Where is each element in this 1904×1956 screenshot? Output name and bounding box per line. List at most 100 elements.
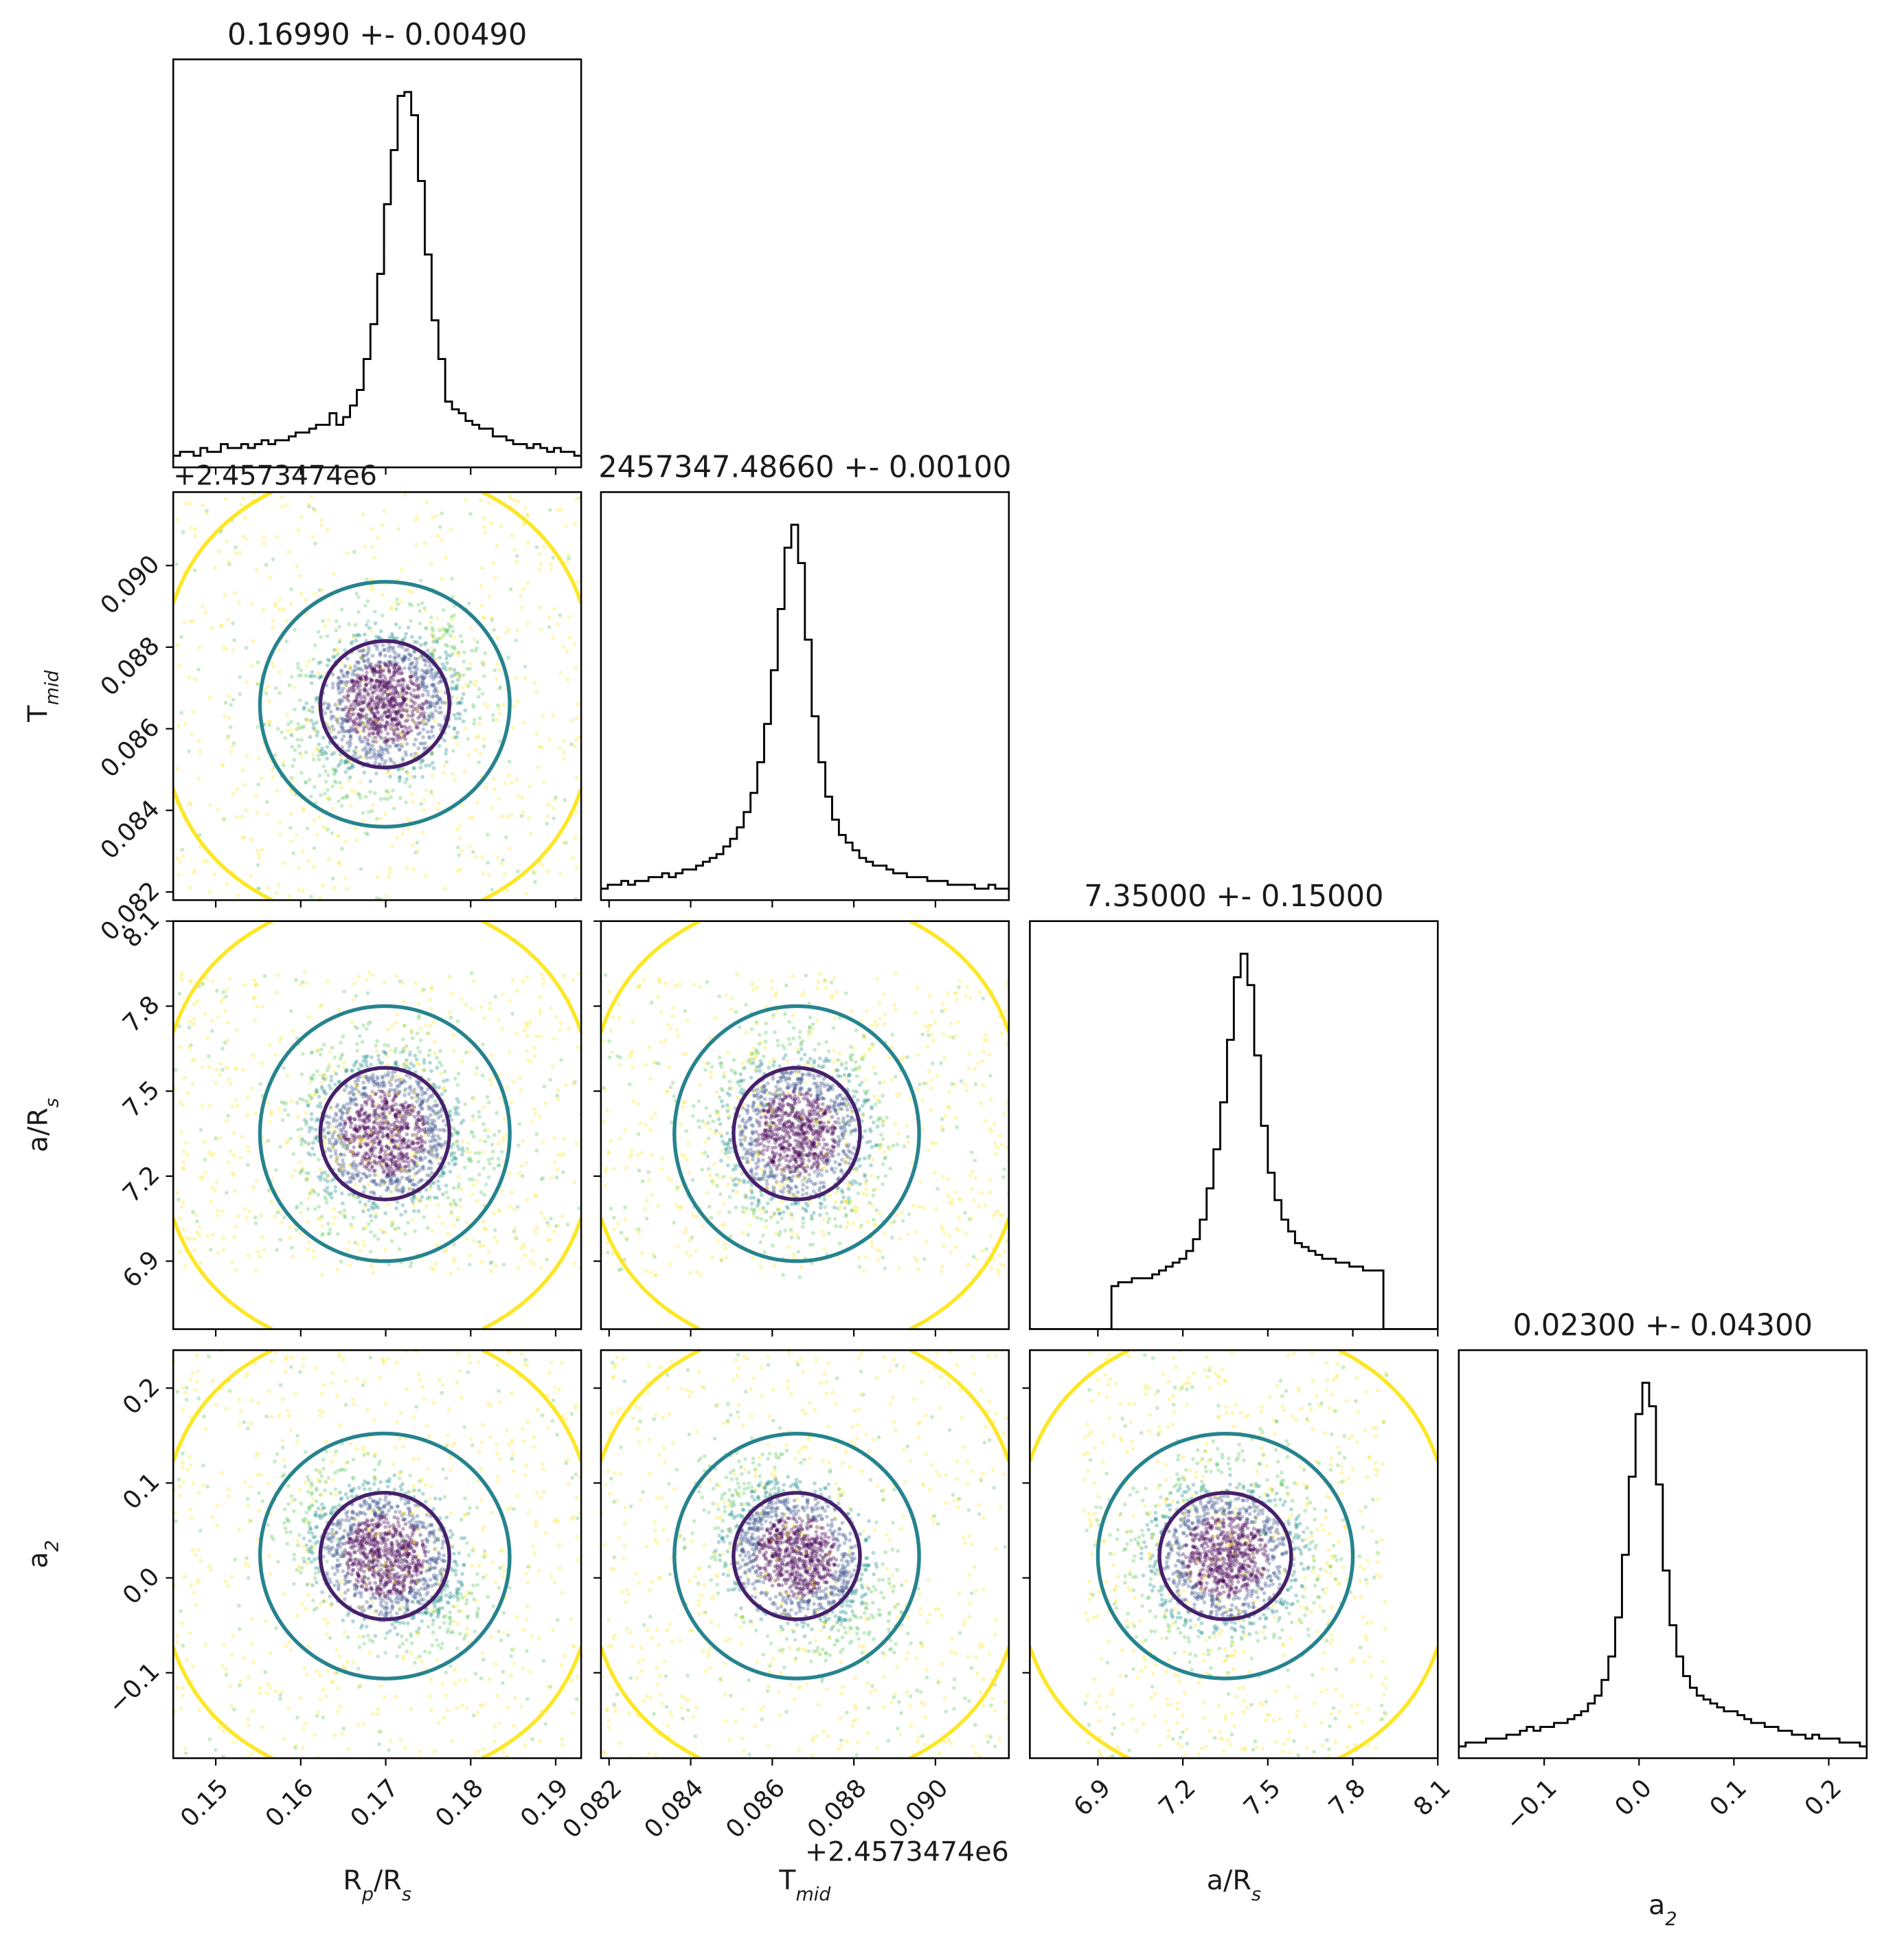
- data-point: [357, 712, 362, 717]
- data-point: [378, 1228, 383, 1232]
- data-point: [429, 1147, 433, 1151]
- data-point: [386, 689, 391, 694]
- data-point: [839, 1169, 843, 1173]
- data-point: [376, 1053, 381, 1058]
- data-point: [393, 709, 398, 714]
- data-point: [419, 1178, 423, 1182]
- data-point: [341, 1171, 345, 1176]
- data-point: [378, 1125, 382, 1130]
- panel-frame: [600, 491, 1010, 901]
- data-point: [278, 1237, 282, 1242]
- data-point: [385, 797, 390, 802]
- data-point: [435, 616, 440, 620]
- data-point: [392, 728, 396, 732]
- data-point: [280, 1118, 285, 1123]
- data-point: [440, 723, 444, 728]
- data-point: [351, 1135, 356, 1140]
- data-point: [383, 1042, 387, 1047]
- data-point: [348, 1263, 352, 1268]
- data-point: [394, 1063, 398, 1068]
- data-point: [400, 1158, 405, 1163]
- data-point: [231, 621, 236, 626]
- data-point: [435, 1243, 439, 1248]
- data-point: [835, 1112, 839, 1116]
- data-point: [411, 720, 416, 725]
- data-point: [357, 675, 362, 679]
- data-point: [344, 683, 348, 688]
- data-point: [392, 705, 396, 710]
- data-point: [383, 1114, 387, 1118]
- data-point: [304, 980, 309, 985]
- data-point: [316, 1175, 321, 1180]
- data-point: [350, 686, 354, 690]
- data-point: [350, 679, 355, 684]
- data-point: [362, 659, 366, 663]
- data-point: [420, 679, 424, 684]
- data-point: [262, 688, 267, 692]
- data-point: [354, 1042, 359, 1046]
- data-point: [452, 613, 456, 618]
- data-point: [394, 1102, 398, 1107]
- data-point: [381, 684, 385, 689]
- data-point: [361, 721, 365, 726]
- data-point: [396, 678, 401, 683]
- data-point: [464, 1002, 468, 1007]
- data-point: [374, 663, 378, 668]
- data-point: [399, 714, 403, 719]
- data-point: [530, 1248, 535, 1253]
- data-point: [471, 1177, 475, 1182]
- data-point: [338, 637, 343, 642]
- data-point: [394, 702, 398, 706]
- data-point: [828, 1086, 832, 1090]
- data-point: [413, 694, 418, 699]
- data-point: [427, 1132, 431, 1137]
- data-point: [365, 750, 370, 754]
- data-point: [514, 638, 519, 643]
- data-point: [316, 671, 321, 675]
- data-point: [400, 1118, 405, 1123]
- data-point: [435, 694, 440, 699]
- data-point: [354, 1167, 358, 1172]
- data-point: [335, 834, 340, 839]
- data-point: [389, 675, 394, 679]
- data-point: [387, 1080, 392, 1085]
- data-point: [411, 1200, 415, 1204]
- data-point: [395, 1133, 400, 1138]
- data-point: [507, 1171, 511, 1176]
- data-point: [362, 659, 366, 663]
- data-point: [435, 1134, 440, 1138]
- data-point: [214, 1068, 219, 1072]
- data-point: [414, 1156, 419, 1160]
- data-point: [331, 572, 336, 576]
- data-point: [397, 722, 402, 726]
- data-point: [458, 633, 463, 638]
- data-point: [200, 605, 205, 609]
- data-point: [378, 689, 383, 693]
- data-point: [408, 1264, 413, 1269]
- data-point: [771, 1102, 775, 1107]
- data-point: [377, 671, 381, 675]
- data-point: [328, 1086, 333, 1091]
- data-point: [392, 1138, 396, 1143]
- data-point: [385, 732, 390, 736]
- data-point: [359, 655, 364, 660]
- data-point: [391, 1221, 395, 1226]
- data-point: [380, 1111, 385, 1116]
- data-point: [752, 1108, 756, 1113]
- data-point: [277, 690, 282, 695]
- data-point: [384, 743, 389, 747]
- data-point: [778, 1152, 782, 1157]
- data-point: [767, 1065, 771, 1070]
- data-point: [467, 1177, 472, 1182]
- data-point: [376, 636, 381, 640]
- data-point: [539, 1211, 544, 1215]
- data-point: [302, 707, 306, 711]
- data-point: [373, 1127, 378, 1132]
- data-point: [400, 600, 404, 605]
- data-point: [418, 741, 422, 745]
- data-point: [341, 686, 345, 691]
- data-point: [427, 1195, 432, 1200]
- data-point: [456, 1185, 461, 1190]
- data-point: [429, 752, 434, 756]
- data-point: [300, 1137, 305, 1141]
